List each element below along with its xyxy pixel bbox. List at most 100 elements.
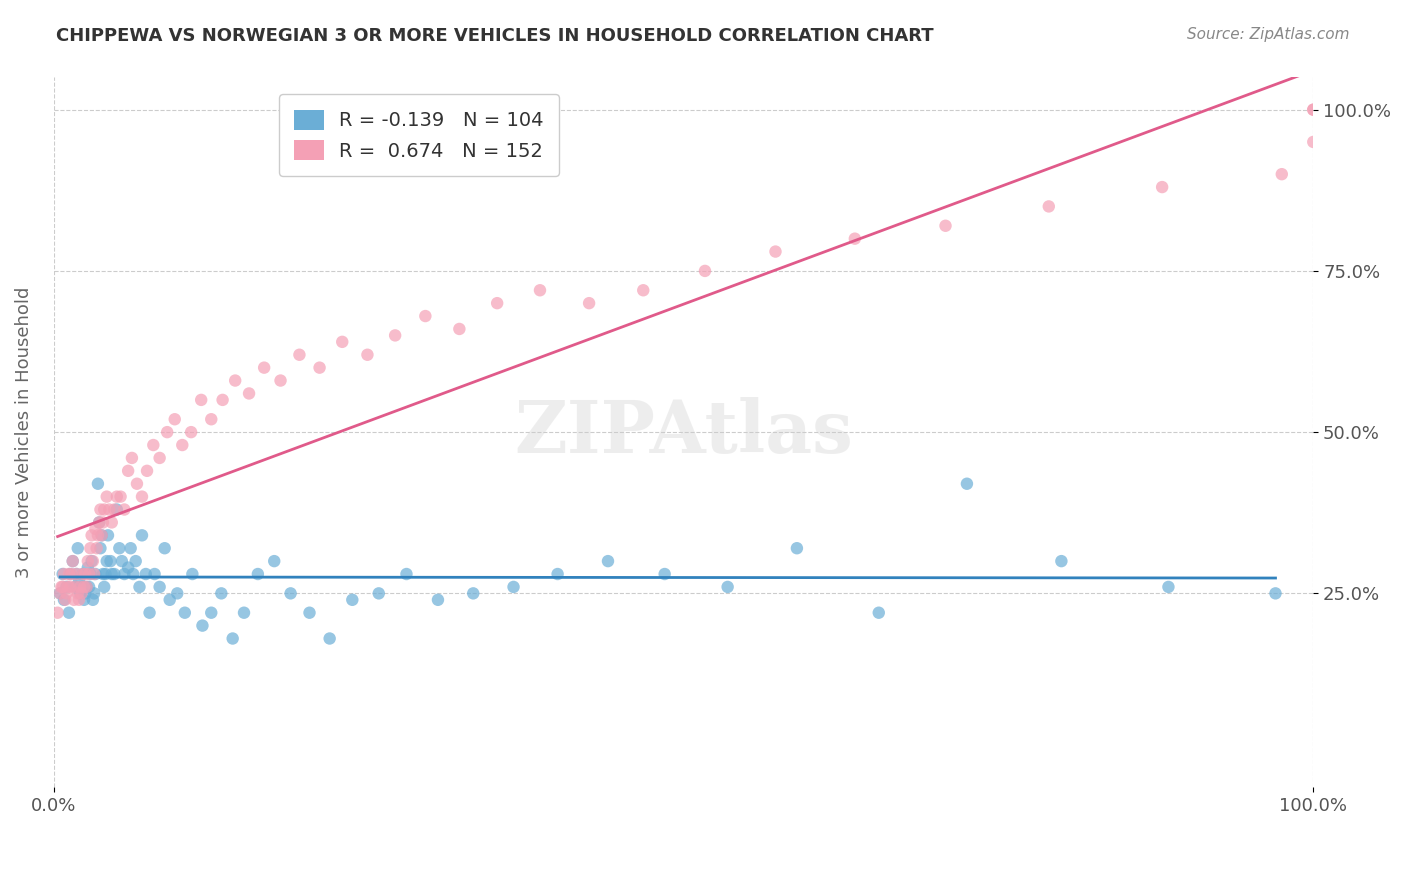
Point (1271, 167, 1294, 181)
Point (356, 348, 378, 362)
Point (63, 592, 86, 607)
Point (58, 606, 80, 620)
Point (253, 360, 276, 375)
Point (52, 567, 75, 582)
Point (65, 580, 87, 594)
Point (108, 541, 131, 556)
Point (62, 554, 84, 568)
Point (318, 632, 340, 646)
Point (463, 586, 485, 600)
Point (633, 283, 655, 297)
Point (426, 592, 449, 607)
Point (65, 567, 87, 582)
Point (83, 567, 105, 582)
Point (111, 554, 134, 568)
Point (70, 586, 93, 600)
Point (79, 567, 101, 582)
Point (934, 219, 956, 233)
Point (1264, 586, 1286, 600)
Point (181, 567, 204, 582)
Point (135, 567, 157, 582)
Point (90, 528, 112, 542)
Point (49, 586, 72, 600)
Point (91, 567, 114, 582)
Point (654, 567, 676, 582)
Point (149, 450, 172, 465)
Point (246, 567, 269, 582)
Point (200, 606, 222, 620)
Point (72, 567, 94, 582)
Point (263, 554, 285, 568)
Point (67, 592, 90, 607)
Point (156, 425, 179, 439)
Legend: R = -0.139   N = 104, R =  0.674   N = 152: R = -0.139 N = 104, R = 0.674 N = 152 (278, 95, 560, 176)
Point (82, 554, 104, 568)
Point (112, 567, 135, 582)
Point (76, 580, 98, 594)
Point (84, 567, 107, 582)
Point (384, 328, 406, 343)
Point (89, 502, 111, 516)
Point (844, 232, 866, 246)
Point (173, 606, 195, 620)
Point (1050, 554, 1073, 568)
Point (91, 516, 114, 530)
Point (200, 412, 222, 426)
Point (76, 560, 98, 574)
Point (110, 490, 132, 504)
Point (415, 309, 437, 323)
Point (142, 438, 165, 452)
Point (72, 567, 94, 582)
Point (180, 425, 202, 439)
Point (449, 322, 471, 336)
Point (868, 606, 890, 620)
Point (56, 580, 79, 594)
Point (97, 528, 120, 542)
Point (62, 554, 84, 568)
Point (159, 592, 181, 607)
Point (209, 586, 232, 600)
Point (502, 580, 524, 594)
Point (308, 360, 330, 375)
Point (80, 528, 103, 542)
Point (117, 464, 139, 478)
Point (693, 264, 716, 278)
Point (1152, 180, 1174, 194)
Point (529, 283, 551, 297)
Point (395, 567, 418, 582)
Point (224, 374, 246, 388)
Point (100, 516, 122, 530)
Point (93, 502, 115, 516)
Point (53, 592, 76, 607)
Point (89, 541, 111, 556)
Point (138, 606, 160, 620)
Point (270, 374, 292, 388)
Point (89, 516, 111, 530)
Point (191, 618, 214, 632)
Point (77, 580, 100, 594)
Point (330, 334, 353, 349)
Point (98, 502, 121, 516)
Point (121, 450, 143, 465)
Point (79, 541, 101, 556)
Point (75, 586, 97, 600)
Point (65, 580, 87, 594)
Point (136, 464, 159, 478)
Point (120, 541, 142, 556)
Point (547, 567, 569, 582)
Y-axis label: 3 or more Vehicles in Household: 3 or more Vehicles in Household (15, 286, 32, 578)
Point (59, 580, 82, 594)
Point (103, 567, 125, 582)
Point (1157, 580, 1180, 594)
Point (67, 574, 90, 588)
Point (765, 244, 787, 259)
Point (70, 580, 93, 594)
Point (596, 554, 619, 568)
Point (105, 502, 128, 516)
Point (69, 586, 91, 600)
Point (76, 554, 98, 568)
Point (149, 580, 172, 594)
Text: Source: ZipAtlas.com: Source: ZipAtlas.com (1187, 27, 1350, 42)
Point (55, 580, 77, 594)
Point (83, 586, 105, 600)
